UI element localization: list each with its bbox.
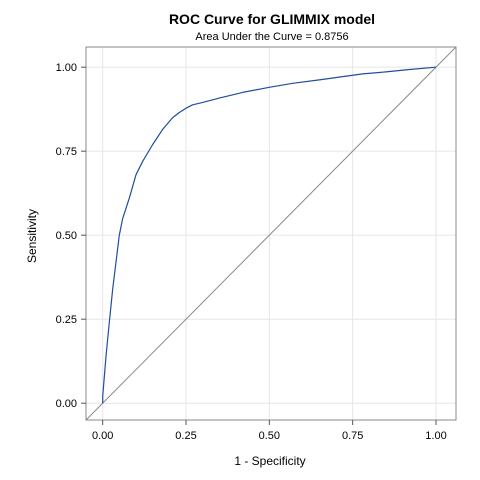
x-tick-label-3: 0.75 bbox=[342, 430, 363, 442]
chart-subtitle: Area Under the Curve = 0.8756 bbox=[195, 31, 348, 43]
y-tick-label-1: 0.25 bbox=[56, 314, 77, 326]
y-tick-label-4: 1.00 bbox=[56, 62, 77, 74]
series-layer bbox=[102, 66, 437, 404]
x-tick-label-4: 1.00 bbox=[425, 430, 446, 442]
x-tick-label-0: 0.00 bbox=[92, 430, 113, 442]
x-tick-label-2: 0.50 bbox=[259, 430, 280, 442]
x-tick-label-1: 0.25 bbox=[175, 430, 196, 442]
roc-curve-line bbox=[102, 66, 437, 404]
y-tick-label-0: 0.00 bbox=[56, 398, 77, 410]
x-axis-label: 1 - Specificity bbox=[234, 454, 305, 468]
plot-frame bbox=[85, 46, 457, 421]
y-axis-label: Sensitivity bbox=[25, 209, 39, 263]
y-axis-ticks: 0.00 0.25 0.50 0.75 1.00 bbox=[56, 62, 86, 410]
y-tick-label-3: 0.75 bbox=[56, 146, 77, 158]
grid-lines bbox=[86, 47, 456, 420]
y-tick-label-2: 0.50 bbox=[56, 230, 77, 242]
reference-line bbox=[85, 46, 457, 421]
chart-title: ROC Curve for GLIMMIX model bbox=[169, 11, 375, 27]
x-axis-ticks: 0.00 0.25 0.50 0.75 1.00 bbox=[92, 420, 447, 442]
reference-diagonal bbox=[85, 46, 457, 421]
